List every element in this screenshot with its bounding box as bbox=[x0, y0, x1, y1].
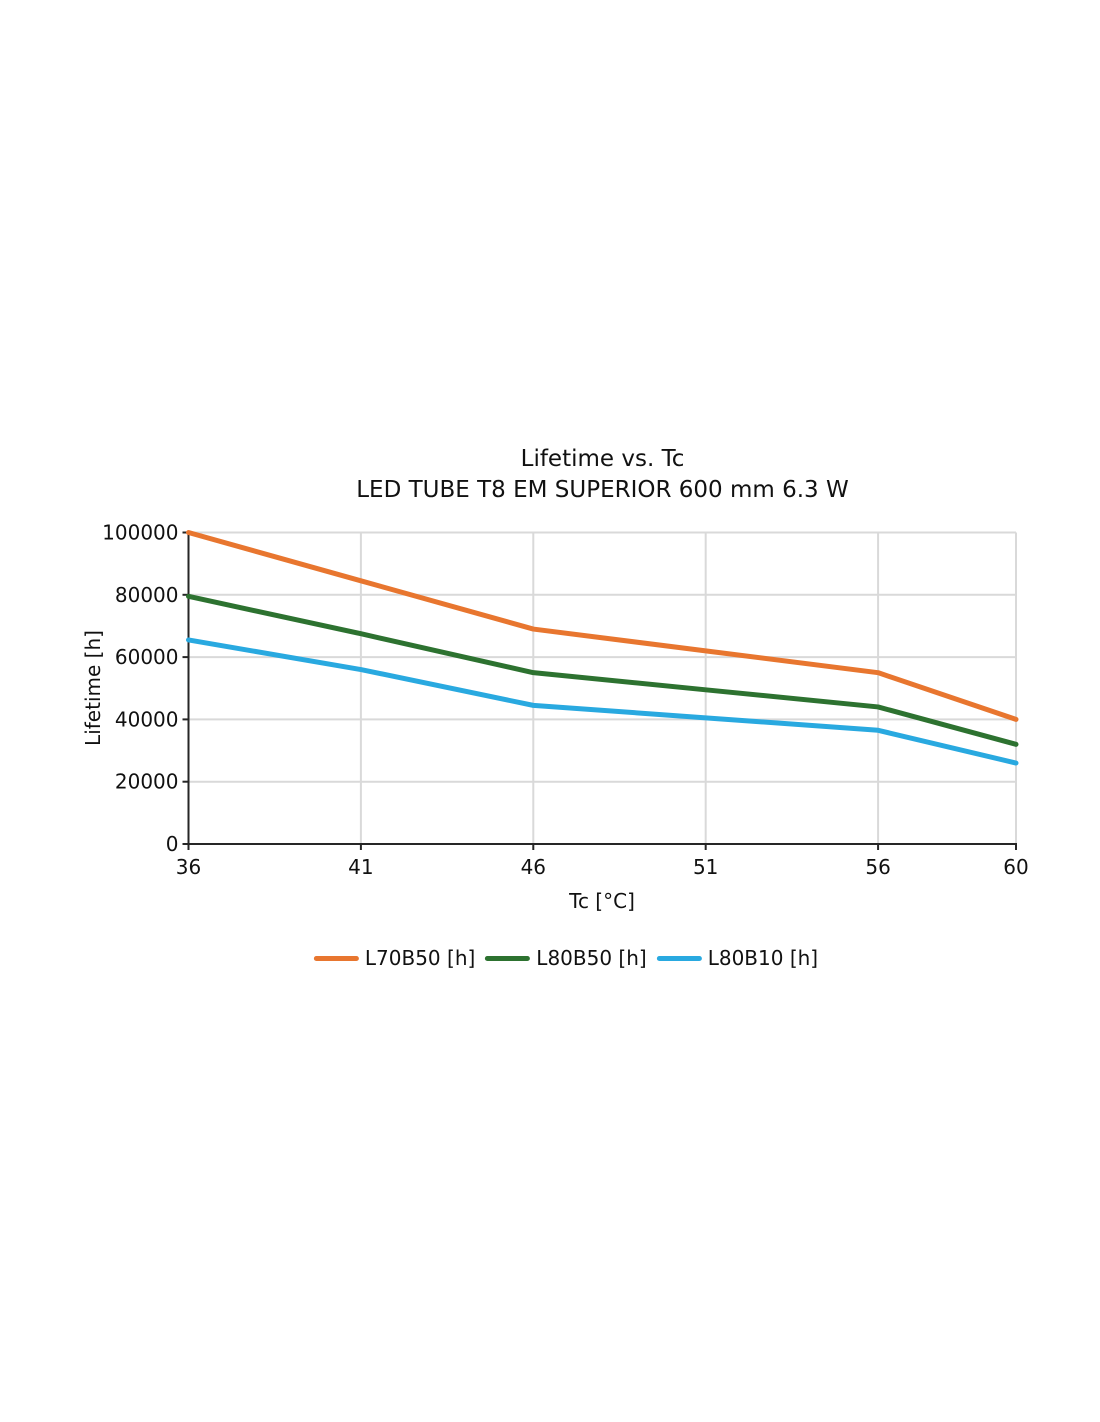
legend-line-swatch-l80b50 bbox=[485, 955, 531, 961]
x-tick-label: 56 bbox=[865, 855, 890, 879]
x-axis-label: Tc [°C] bbox=[569, 889, 635, 913]
gridlines bbox=[188, 531, 1017, 844]
legend: L70B50 [h] L80B50 [h] L80B10 [h] bbox=[313, 946, 819, 970]
x-tick-label: 46 bbox=[521, 855, 546, 879]
y-tick-label: 20000 bbox=[115, 770, 179, 794]
x-tick-label: 41 bbox=[348, 855, 373, 879]
legend-item-l80b10: L80B10 [h] bbox=[656, 946, 819, 970]
x-tick-label: 60 bbox=[1003, 855, 1028, 879]
y-tick-label: 100000 bbox=[102, 521, 178, 545]
axis-tick-marks bbox=[182, 531, 1017, 850]
chart-title-line1: Lifetime vs. Tc bbox=[520, 446, 685, 472]
y-tick-label: 60000 bbox=[115, 645, 179, 669]
legend-label-l80b50: L80B50 [h] bbox=[536, 946, 647, 970]
axis-tick-labels: 36 41 46 51 56 60 0 20000 40000 60000 80000 100000 bbox=[102, 521, 1029, 880]
series-line-l80b10 bbox=[186, 637, 1019, 766]
legend-label-l80b10: L80B10 [h] bbox=[707, 946, 819, 970]
axis-spines bbox=[187, 531, 1017, 845]
chart-title-line2: LED TUBE T8 EM SUPERIOR 600 mm 6.3 W bbox=[356, 477, 849, 503]
series-line-l70b50 bbox=[186, 530, 1019, 722]
y-tick-label: 0 bbox=[166, 832, 179, 856]
y-tick-label: 80000 bbox=[115, 583, 179, 607]
legend-line-swatch-l70b50 bbox=[313, 955, 359, 961]
x-tick-label: 36 bbox=[176, 855, 201, 879]
x-tick-label: 51 bbox=[693, 855, 718, 879]
y-axis-label: Lifetime [h] bbox=[81, 630, 105, 746]
legend-item-l70b50: L70B50 [h] bbox=[313, 946, 476, 970]
legend-item-l80b50: L80B50 [h] bbox=[485, 946, 647, 970]
series-line-l80b50 bbox=[186, 593, 1019, 747]
legend-label-l70b50: L70B50 [h] bbox=[364, 946, 476, 970]
series-lines bbox=[186, 530, 1019, 766]
y-tick-label: 40000 bbox=[115, 707, 179, 731]
chart-title: Lifetime vs. Tc LED TUBE T8 EM SUPERIOR … bbox=[188, 444, 1017, 506]
legend-line-swatch-l80b10 bbox=[656, 955, 702, 961]
